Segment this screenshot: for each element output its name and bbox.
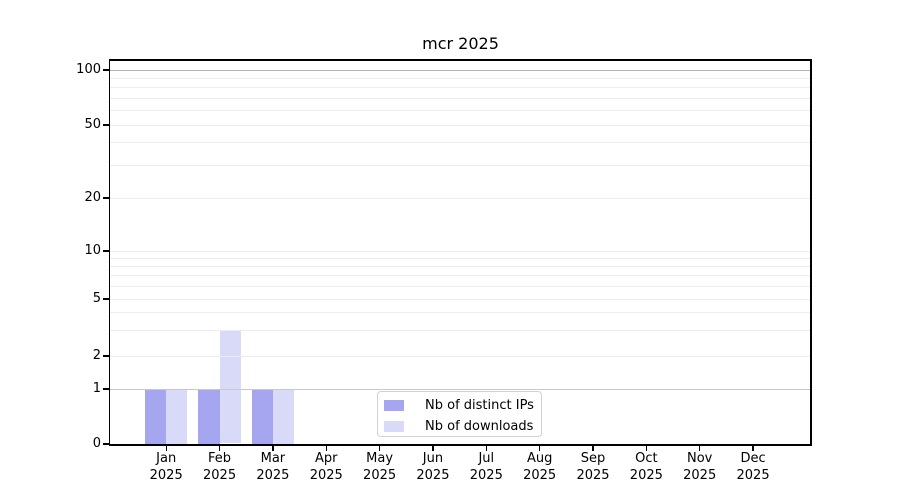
bar-distinct-ips-jan	[144, 389, 167, 444]
x-tick-label-oct: Oct 2025	[629, 451, 663, 483]
gridline-10	[110, 250, 811, 252]
x-tick-label-apr: Apr 2025	[309, 451, 343, 483]
legend-swatch-distinct-ips	[384, 400, 404, 412]
gridline-minor-8	[110, 265, 811, 267]
x-tick-nov	[699, 445, 701, 451]
y-tick-50	[102, 124, 110, 126]
legend-label-downloads: Nb of downloads	[425, 418, 534, 434]
bar-distinct-ips-mar	[251, 389, 273, 444]
x-tick-mar	[272, 445, 274, 451]
x-tick-label-nov: Nov 2025	[683, 451, 717, 483]
legend-label-distinct-ips: Nb of distinct IPs	[425, 398, 534, 414]
y-tick-label-100: 100	[76, 62, 101, 77]
gridline-minor-90	[110, 77, 811, 79]
x-tick-jun	[432, 445, 434, 451]
legend: Nb of distinct IPs Nb of downloads	[377, 390, 542, 437]
bar-downloads-feb	[219, 330, 241, 444]
x-axis-line	[108, 443, 812, 446]
x-tick-label-jan: Jan 2025	[149, 451, 183, 483]
x-tick-may	[378, 445, 381, 451]
y-tick-label-50: 50	[84, 117, 101, 132]
gridline-50	[110, 124, 811, 126]
y-tick-10	[102, 250, 110, 252]
bar-downloads-jan	[166, 389, 188, 444]
x-tick-label-feb: Feb 2025	[203, 451, 237, 483]
legend-entry-downloads: Nb of downloads	[384, 416, 535, 437]
gridline-minor-70	[110, 97, 811, 99]
y-tick-0	[102, 443, 110, 445]
x-tick-dec	[752, 445, 754, 451]
y-tick-label-2: 2	[92, 348, 101, 363]
gridline-1	[110, 388, 811, 390]
x-tick-jul	[485, 445, 487, 451]
x-tick-feb	[218, 445, 221, 451]
x-tick-jan	[165, 445, 167, 451]
x-tick-aug	[538, 445, 541, 451]
gridline-minor-6	[110, 285, 811, 287]
bar-distinct-ips-feb	[198, 389, 220, 444]
y-tick-1	[102, 388, 110, 390]
x-tick-apr	[325, 445, 327, 451]
x-tick-label-aug: Aug 2025	[523, 451, 557, 483]
gridline-5	[110, 298, 811, 300]
gridline-minor-9	[110, 257, 811, 259]
y-tick-20	[102, 197, 110, 199]
x-tick-sep	[592, 445, 594, 451]
y-tick-label-10: 10	[84, 243, 101, 258]
gridline-minor-40	[110, 142, 811, 144]
gridline-minor-80	[110, 87, 811, 89]
y-tick-5	[102, 298, 110, 300]
bar-downloads-mar	[272, 389, 295, 444]
gridline-minor-4	[110, 312, 811, 314]
plot-border-top	[110, 59, 811, 61]
y-tick-100	[102, 69, 110, 71]
gridline-minor-30	[110, 165, 811, 167]
legend-entry-distinct-ips: Nb of distinct IPs	[384, 396, 535, 417]
plot-border-right	[810, 59, 812, 445]
x-tick-label-jul: Jul 2025	[469, 451, 503, 483]
x-tick-label-dec: Dec 2025	[736, 451, 770, 483]
gridline-minor-3	[110, 330, 811, 332]
chart-title: mcr 2025	[422, 34, 499, 53]
gridline-2	[110, 355, 811, 357]
y-tick-label-1: 1	[92, 381, 101, 396]
y-axis-line	[108, 59, 111, 445]
y-tick-label-0: 0	[92, 436, 101, 451]
x-tick-label-may: May 2025	[363, 451, 397, 483]
legend-swatch-downloads	[384, 420, 404, 432]
x-tick-label-jun: Jun 2025	[416, 451, 450, 483]
y-tick-label-20: 20	[84, 190, 101, 205]
gridline-100	[110, 69, 811, 71]
x-tick-oct	[645, 445, 648, 451]
y-tick-2	[102, 355, 110, 357]
gridline-minor-7	[110, 275, 811, 277]
x-tick-label-sep: Sep 2025	[576, 451, 610, 483]
gridline-minor-60	[110, 110, 811, 112]
gridline-20	[110, 197, 811, 199]
y-tick-label-5: 5	[92, 291, 101, 306]
x-tick-label-mar: Mar 2025	[256, 451, 290, 483]
